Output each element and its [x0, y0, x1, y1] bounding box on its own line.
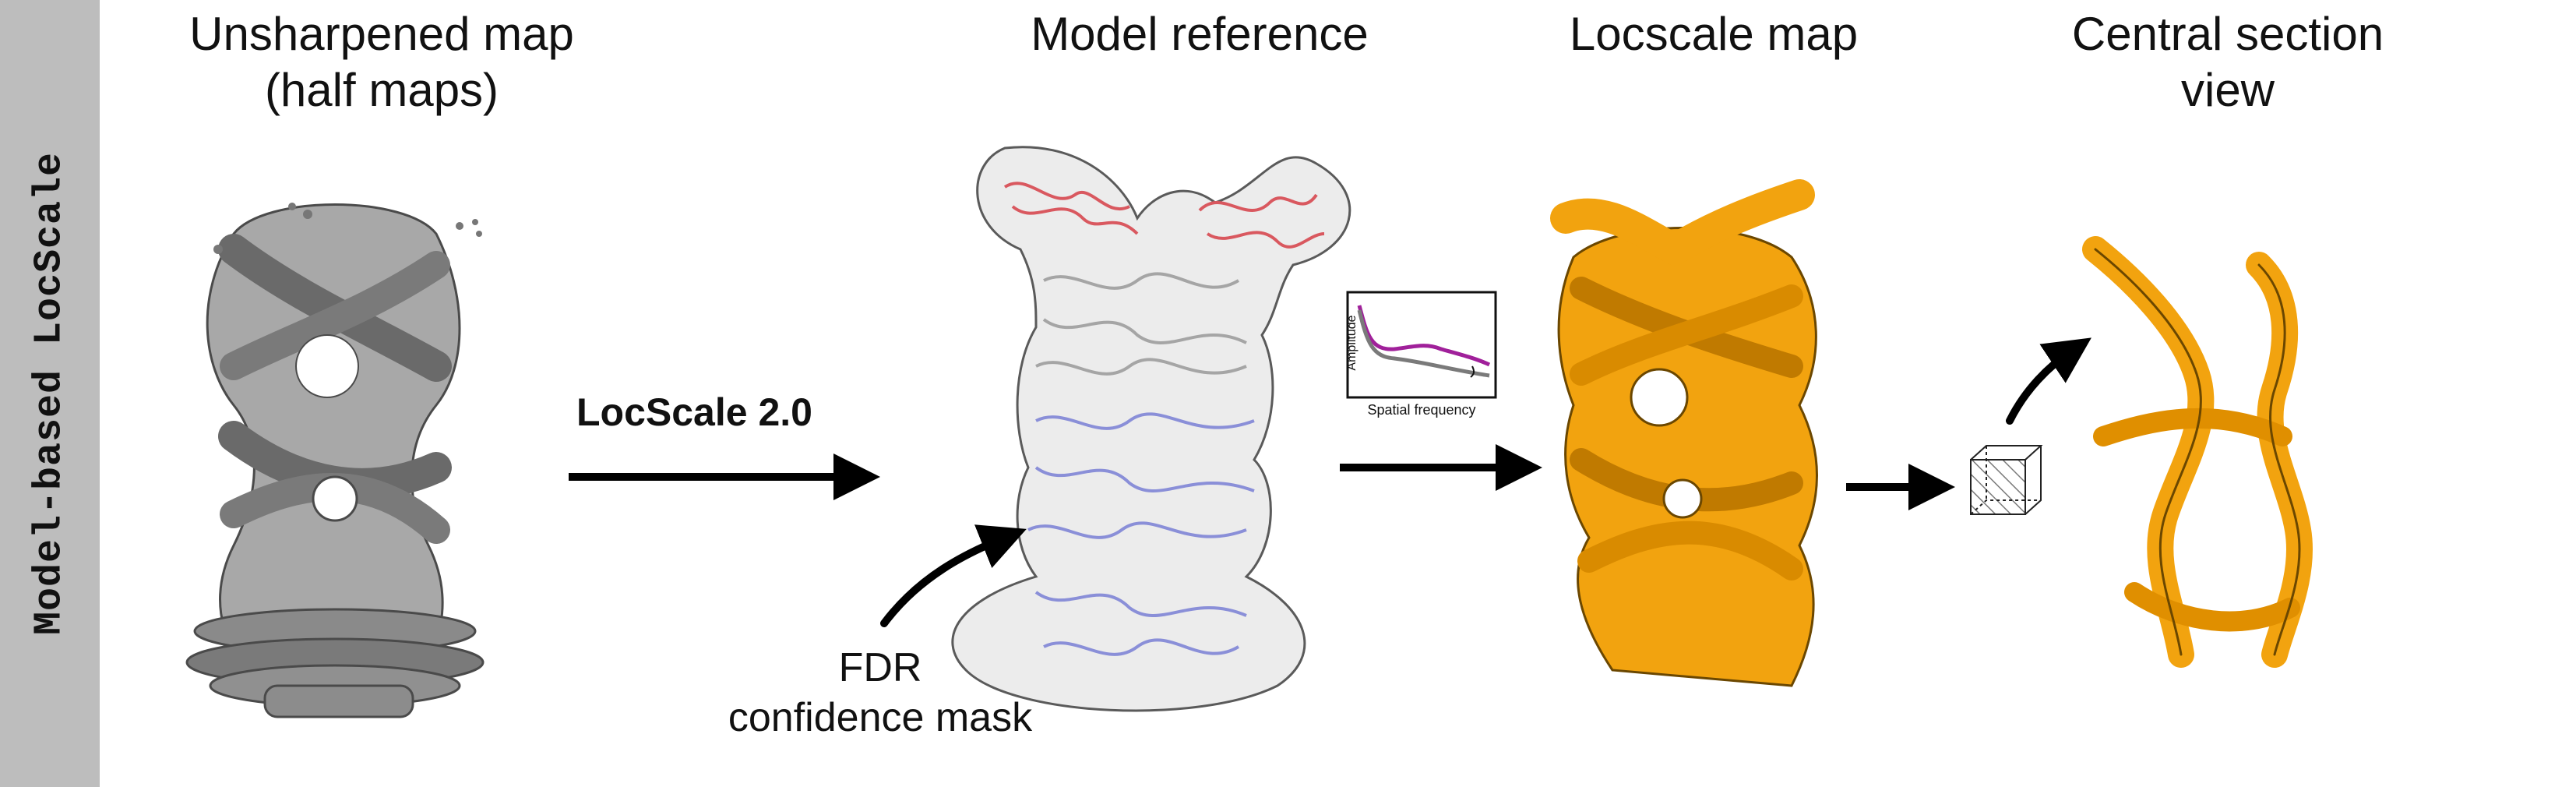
inset-adjust-arrow: [1470, 365, 1475, 378]
model-red-chains: [1003, 182, 1325, 249]
mask-label-line-1: FDR: [838, 645, 922, 690]
locscale-map-render: [1550, 179, 1818, 687]
title-line-2: (half maps): [264, 64, 499, 116]
amplitude-inset-plot: Amplitude Spatial frequency: [1345, 291, 1497, 418]
sidebar-band: [0, 0, 100, 787]
title-line-1: Unsharpened map: [189, 8, 574, 60]
confidence-mask-surface: [951, 146, 1351, 712]
panel-title-central-section: Central section view: [1994, 6, 2461, 118]
panel-title-model-reference: Model reference: [958, 6, 1441, 62]
unsharpened-map-noise: [213, 203, 482, 254]
title-line-1: Model reference: [1031, 8, 1369, 60]
inset-curve-gray: [1357, 309, 1490, 378]
to-central-section-arrow: [2006, 337, 2091, 425]
central-section-render: [2082, 236, 2313, 668]
inset-curve-purple: [1357, 305, 1491, 367]
panel-title-locscale: Locscale map: [1480, 6, 1947, 62]
model-gray-chains: [1035, 272, 1247, 376]
panel-title-unsharpened: Unsharpened map (half maps): [148, 6, 615, 118]
mask-label-line-2: confidence mask: [728, 695, 1033, 740]
unsharpened-map-render: [185, 203, 485, 718]
title-line-2: view: [2180, 64, 2275, 116]
mask-pointer-arrow: [880, 524, 1027, 627]
title-line-1: Locscale map: [1569, 8, 1859, 60]
method-label: LocScale 2.0: [576, 390, 812, 434]
inset-xlabel: Spatial frequency: [1367, 402, 1475, 418]
model-reference-render: [951, 146, 1351, 712]
section-cube-icon: [1970, 445, 2043, 515]
title-line-1: Central section: [2071, 8, 2384, 60]
model-blue-chains: [1027, 412, 1255, 656]
inset-ylabel: Amplitude: [1345, 315, 1358, 370]
mask-label: FDR confidence mask: [678, 643, 1083, 743]
